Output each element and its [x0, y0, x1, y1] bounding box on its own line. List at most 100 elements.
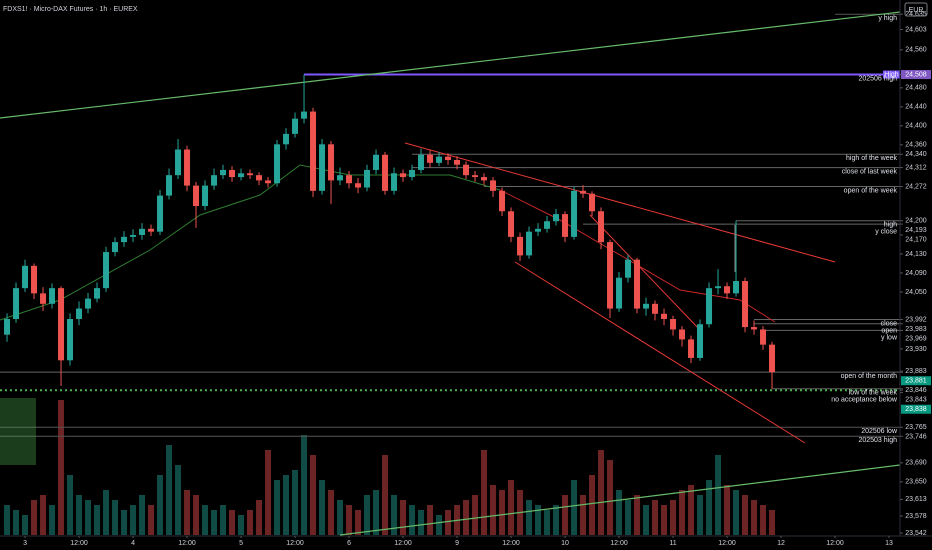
candle-body	[121, 236, 128, 243]
y-tick-label: 23,542	[905, 530, 927, 537]
level-tag: High	[884, 71, 899, 78]
x-tick-label: 12:00	[610, 540, 628, 547]
candle-body	[391, 173, 398, 191]
candle-body	[517, 236, 524, 256]
volume-bar	[526, 500, 533, 535]
candle-body	[661, 313, 668, 320]
volume-bar	[373, 490, 380, 535]
volume-bar	[499, 490, 506, 535]
x-tick-label: 11	[669, 540, 676, 547]
candle-body	[445, 156, 452, 160]
volume-bar	[679, 490, 686, 535]
y-tick-label: 24,130	[905, 251, 927, 258]
volume-bar	[103, 490, 110, 535]
y-tick-label: 23,613	[905, 496, 927, 503]
volume-bar	[553, 505, 560, 535]
volume-bar	[31, 500, 38, 535]
volume-bar	[544, 510, 551, 535]
trendline	[0, 11, 901, 119]
x-tick-label: 13	[885, 540, 893, 547]
currency: EUR	[909, 7, 924, 14]
volume-bar	[688, 485, 695, 535]
volume-bar	[58, 400, 65, 535]
volume-bar	[652, 500, 659, 535]
candle-body	[679, 329, 686, 340]
level-layer	[0, 13, 900, 437]
candle-body	[472, 175, 479, 178]
volume-bar	[391, 495, 398, 535]
volume-bar	[238, 515, 245, 535]
candle-body	[436, 156, 443, 163]
candle-body	[157, 195, 164, 232]
volume-bar	[274, 480, 281, 535]
volume-bar	[562, 495, 569, 535]
y-tick-label: 24,193	[905, 227, 927, 234]
y-tick-label: 23,846	[905, 387, 927, 394]
level-label: close	[881, 320, 897, 327]
volume-bar	[94, 505, 101, 535]
volume-bar	[472, 495, 479, 535]
candle-body	[580, 190, 587, 194]
y-tick-label: 24,560	[905, 47, 927, 54]
volume-bar	[193, 495, 200, 535]
candle-body	[4, 319, 11, 335]
y-tick-label: 23,650	[905, 479, 927, 486]
candle-body	[544, 221, 551, 229]
volume-bar	[211, 510, 218, 535]
candle-body	[418, 154, 425, 170]
candle-body	[553, 214, 560, 222]
x-tick-label: 6	[347, 540, 351, 547]
candle-body	[751, 327, 758, 330]
level-tag-box	[883, 70, 900, 79]
volume-bar	[67, 475, 74, 535]
volume-bar	[535, 505, 542, 535]
candle-body	[112, 242, 119, 253]
y-tick-label: 23,969	[905, 335, 927, 342]
currency-box	[904, 2, 928, 17]
volume-bar	[760, 505, 767, 535]
axis-labels: 24,635 24,603 24,560 24,508 24,480 24,440 24,4…	[23, 11, 931, 547]
candle-body	[310, 111, 317, 191]
volume-bar	[121, 510, 128, 535]
level-label: open	[881, 327, 897, 334]
candle-body	[742, 281, 749, 328]
candle-body	[373, 154, 380, 170]
volume-bar	[490, 485, 497, 535]
y-tick-label: 24,312	[905, 164, 927, 171]
x-tick-label: 12:00	[718, 540, 736, 547]
y-tick-label: 24,170	[905, 237, 927, 244]
volume-layer	[4, 400, 776, 535]
candle-body	[202, 185, 209, 207]
candle-layer	[4, 74, 776, 389]
y-tick-label: 24,200	[905, 218, 927, 225]
volume-bar	[643, 505, 650, 535]
volume-bar	[328, 490, 335, 535]
candle-body	[508, 211, 515, 237]
candle-body	[688, 339, 695, 358]
y-tick-label: 24,635	[905, 11, 927, 18]
candle-body	[589, 193, 596, 212]
candle-body	[670, 319, 677, 330]
volume-bar	[220, 505, 227, 535]
level-label: no acceptance below	[831, 397, 898, 404]
candle-body	[427, 154, 434, 163]
volume-bar	[346, 505, 353, 535]
candle-body	[229, 169, 236, 178]
volume-bar	[49, 505, 56, 535]
candle-body	[175, 149, 182, 176]
volume-bar	[508, 480, 515, 535]
volume-bar	[85, 500, 92, 535]
trendline	[339, 464, 901, 536]
volume-bar	[436, 515, 443, 535]
candle-body	[697, 324, 704, 358]
candle-body	[481, 177, 488, 181]
x-tick-label: 12:00	[394, 540, 412, 547]
candle-body	[193, 185, 200, 207]
candle-body	[103, 252, 110, 289]
candle-body	[337, 175, 344, 181]
trendline	[404, 142, 836, 263]
